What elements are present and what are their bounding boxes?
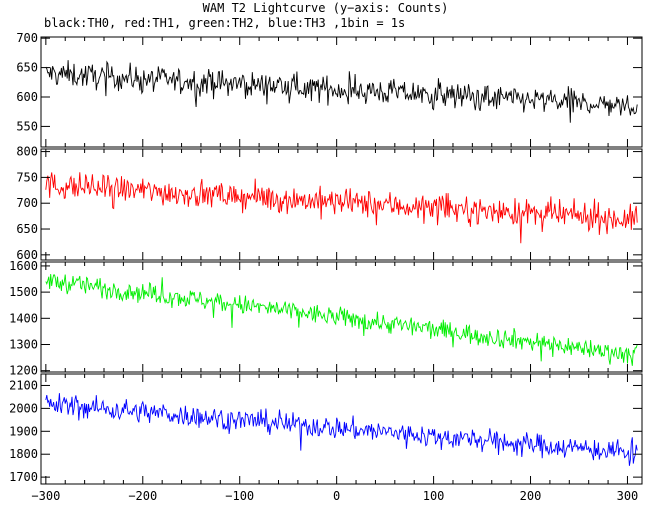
- y-tick-label: 650: [16, 222, 38, 236]
- y-tick-label: 750: [16, 170, 38, 184]
- y-tick-label: 2000: [9, 401, 38, 415]
- x-tick-label: 0: [333, 489, 340, 503]
- x-tick-label: −100: [225, 489, 254, 503]
- y-tick-label: 2100: [9, 378, 38, 392]
- series-th1-line: [45, 172, 638, 244]
- series-th2-line: [45, 273, 638, 366]
- y-tick-label: 550: [16, 119, 38, 133]
- y-tick-label: 1200: [9, 364, 38, 378]
- panel-frame-th1: [40, 148, 643, 261]
- chart-subtitle: black:TH0, red:TH1, green:TH2, blue:TH3 …: [44, 16, 406, 30]
- x-tick-label: 200: [520, 489, 542, 503]
- series-th3-line: [45, 393, 638, 466]
- series-th0-line: [45, 60, 638, 123]
- y-tick-label: 1600: [9, 259, 38, 273]
- panel-frame-th0: [40, 36, 643, 148]
- panel-frame-th3: [40, 373, 643, 485]
- y-tick-label: 1300: [9, 338, 38, 352]
- y-tick-label: 1900: [9, 424, 38, 438]
- x-tick-label: −200: [128, 489, 157, 503]
- y-tick-label: 600: [16, 90, 38, 104]
- x-tick-label: 100: [423, 489, 445, 503]
- x-tick-label: −300: [31, 489, 60, 503]
- y-tick-label: 1700: [9, 470, 38, 484]
- y-tick-label: 650: [16, 61, 38, 75]
- x-tick-label: 300: [617, 489, 639, 503]
- panel-frame-th2: [40, 261, 643, 373]
- y-tick-label: 1400: [9, 311, 38, 325]
- chart-title: WAM T2 Lightcurve (y−axis: Counts): [202, 1, 449, 15]
- y-tick-label: 800: [16, 145, 38, 159]
- y-tick-label: 700: [16, 31, 38, 45]
- y-tick-label: 1800: [9, 447, 38, 461]
- y-tick-label: 1500: [9, 285, 38, 299]
- y-tick-label: 700: [16, 196, 38, 210]
- y-tick-label: 600: [16, 248, 38, 262]
